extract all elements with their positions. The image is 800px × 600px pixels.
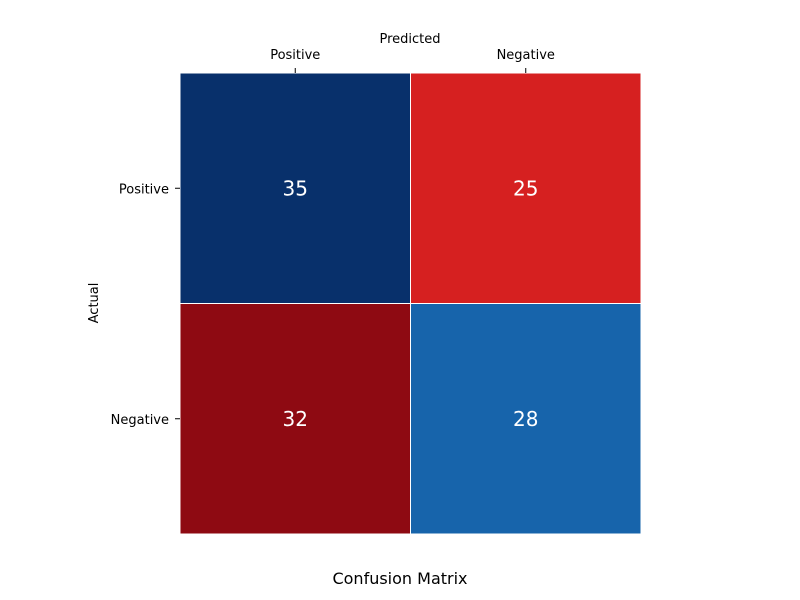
cell-value-label-1-0: 32 (283, 407, 308, 431)
cell-value-label-0-1: 25 (513, 176, 538, 200)
y-tick-label: Positive (119, 182, 169, 197)
chart-title: Confusion Matrix (332, 569, 467, 588)
x-axis-ticks: Positive Negative (270, 48, 555, 73)
heatmap-cells: 35 25 32 28 (179, 72, 642, 535)
heatmap-cell-1-1 (410, 303, 642, 535)
heatmap-cell-0-0 (179, 72, 411, 304)
cell-value-label-0-0: 35 (283, 176, 308, 200)
y-axis-label: Actual (87, 283, 102, 324)
x-tick-label: Positive (270, 48, 320, 63)
cell-value-label-1-1: 28 (513, 407, 538, 431)
heatmap-cell-1-0 (179, 303, 411, 535)
x-axis-label: Predicted (379, 32, 440, 47)
x-tick-label: Negative (497, 48, 555, 63)
y-axis-ticks: Positive Negative (111, 182, 180, 428)
heatmap-cell-0-1 (410, 72, 642, 304)
y-tick-label: Negative (111, 413, 169, 428)
